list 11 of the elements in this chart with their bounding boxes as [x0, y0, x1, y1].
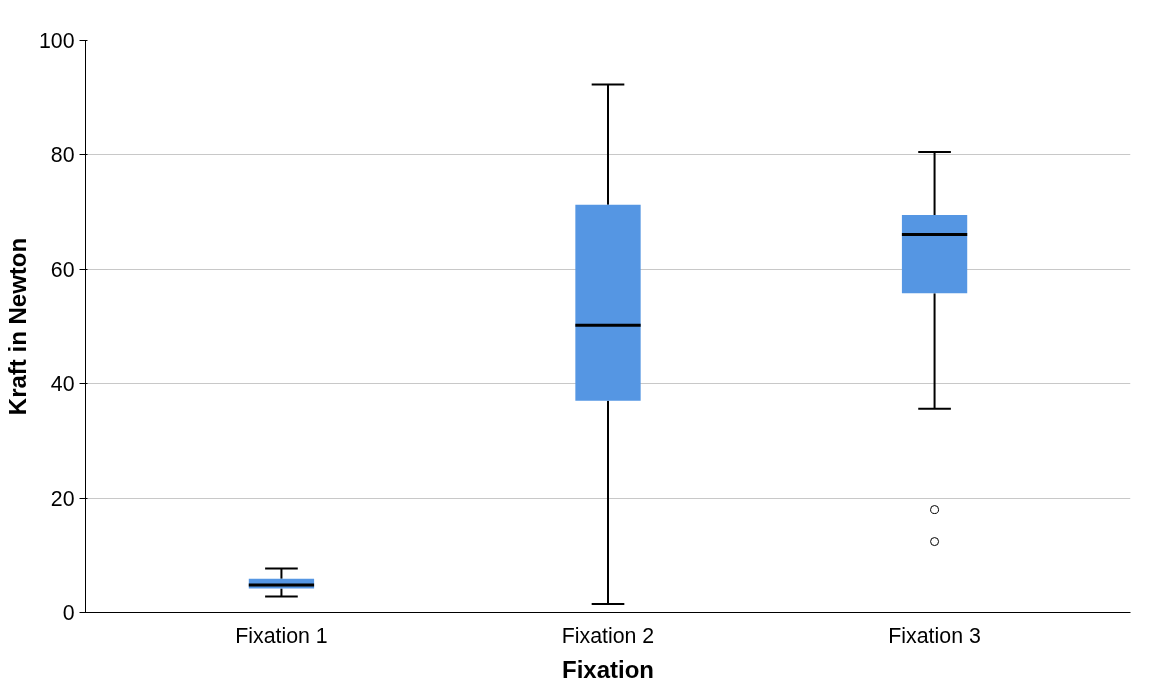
y-tick-label: 0 [62, 601, 75, 625]
y-axis-title: Kraft in Newton [3, 237, 31, 416]
y-tick-label: 20 [50, 486, 75, 511]
x-tick-label: Fixation 1 [235, 623, 328, 648]
y-tick-label: 60 [50, 257, 75, 282]
x-tick-label: Fixation 3 [888, 623, 981, 648]
y-tick-label: 100 [38, 29, 75, 53]
y-tick-label: 80 [50, 143, 75, 168]
y-tick-label: 40 [50, 372, 75, 397]
x-axis-title: Fixation [562, 655, 655, 683]
x-tick-label: Fixation 2 [561, 623, 655, 648]
